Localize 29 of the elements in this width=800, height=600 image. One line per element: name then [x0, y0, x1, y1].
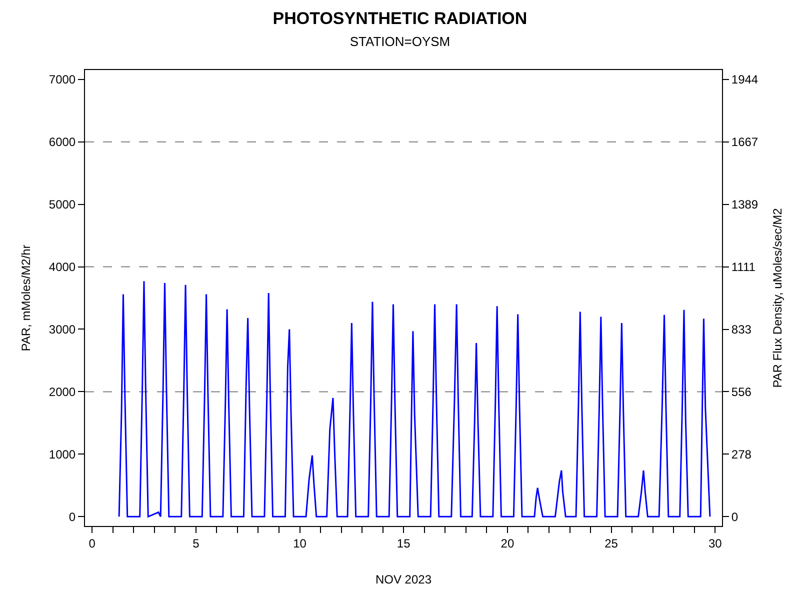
y-tick-label: 7000 [48, 72, 76, 87]
x-tick-label: 20 [500, 536, 514, 550]
y-tick-label: 2000 [48, 384, 76, 399]
chart-subtitle: STATION=OYSM [350, 34, 450, 50]
x-tick-label: 30 [708, 536, 722, 550]
y2-axis-title: PAR Flux Density, uMoles/sec/M2 [770, 208, 784, 388]
x-axis-title: NOV 2023 [375, 572, 432, 586]
line-series [118, 280, 711, 518]
y-tick-label: 5000 [48, 198, 76, 212]
y-axis-title: PAR, mMoles/M2/hr [19, 244, 34, 352]
chart-title: PHOTOSYNTHETIC RADIATION [272, 9, 528, 28]
y2-tick-label: 278 [731, 447, 752, 462]
y2-tick-label: 0 [731, 510, 738, 524]
x-tick-label: 25 [604, 536, 618, 550]
x-tick-label: 5 [192, 536, 200, 550]
x-tick-label: 0 [88, 536, 96, 550]
y-tick-label: 3000 [48, 322, 76, 336]
y-tick-label: 6000 [48, 135, 76, 150]
y2-tick-label: 1667 [731, 134, 758, 149]
y2-tick-label: 833 [731, 322, 752, 336]
y2-tick-label: 556 [731, 384, 752, 399]
x-tick-label: 10 [293, 536, 307, 550]
x-tick-label: 15 [396, 536, 411, 550]
y2-tick-label: 1389 [731, 197, 758, 212]
y-tick-label: 0 [68, 510, 76, 524]
y2-tick-label: 1111 [731, 260, 756, 274]
y-tick-label: 4000 [48, 260, 76, 274]
y-tick-label: 1000 [48, 447, 76, 462]
y2-tick-label: 1944 [731, 72, 758, 87]
